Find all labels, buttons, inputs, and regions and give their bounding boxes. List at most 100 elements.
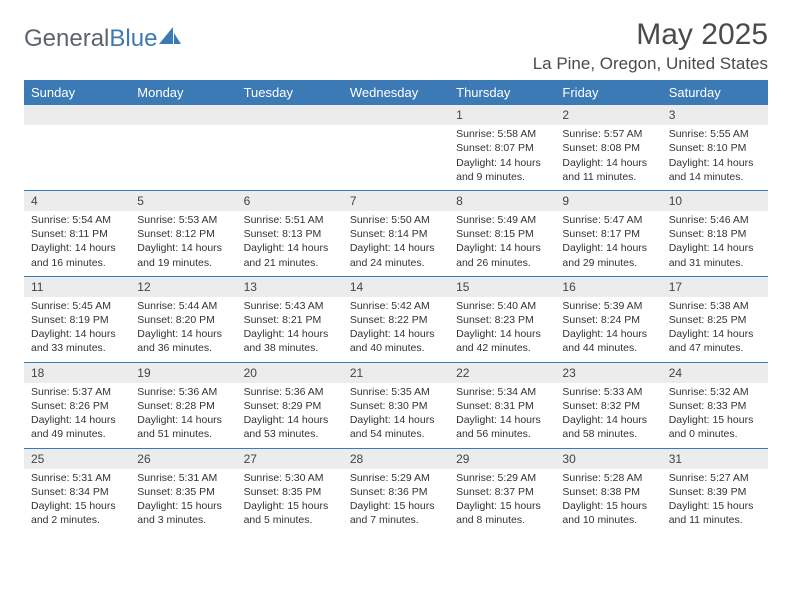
day-detail-cell: Sunrise: 5:36 AMSunset: 8:29 PMDaylight:…: [237, 383, 343, 448]
daylight-line: Daylight: 14 hours and 58 minutes.: [562, 413, 654, 441]
day-detail-cell: Sunrise: 5:45 AMSunset: 8:19 PMDaylight:…: [24, 297, 130, 362]
day-number-cell: [343, 105, 449, 125]
sunrise-line: Sunrise: 5:27 AM: [669, 471, 761, 485]
sunrise-line: Sunrise: 5:36 AM: [137, 385, 229, 399]
sunrise-line: Sunrise: 5:44 AM: [137, 299, 229, 313]
day-number-cell: 21: [343, 362, 449, 383]
day-number-cell: 5: [130, 190, 236, 211]
daylight-line: Daylight: 14 hours and 26 minutes.: [456, 241, 548, 269]
daylight-line: Daylight: 14 hours and 42 minutes.: [456, 327, 548, 355]
daylight-line: Daylight: 14 hours and 47 minutes.: [669, 327, 761, 355]
sunrise-line: Sunrise: 5:31 AM: [137, 471, 229, 485]
day-number-cell: 30: [555, 448, 661, 469]
sunrise-line: Sunrise: 5:46 AM: [669, 213, 761, 227]
day-detail-cell: [24, 125, 130, 190]
sunset-line: Sunset: 8:39 PM: [669, 485, 761, 499]
day-number-cell: 25: [24, 448, 130, 469]
daylight-line: Daylight: 14 hours and 44 minutes.: [562, 327, 654, 355]
sunset-line: Sunset: 8:30 PM: [350, 399, 442, 413]
detail-row: Sunrise: 5:45 AMSunset: 8:19 PMDaylight:…: [24, 297, 768, 362]
day-detail-cell: Sunrise: 5:27 AMSunset: 8:39 PMDaylight:…: [662, 469, 768, 534]
day-detail-cell: Sunrise: 5:28 AMSunset: 8:38 PMDaylight:…: [555, 469, 661, 534]
day-number-cell: 11: [24, 276, 130, 297]
daynum-row: 45678910: [24, 190, 768, 211]
sunset-line: Sunset: 8:15 PM: [456, 227, 548, 241]
daynum-row: 18192021222324: [24, 362, 768, 383]
day-detail-cell: Sunrise: 5:54 AMSunset: 8:11 PMDaylight:…: [24, 211, 130, 276]
sunrise-line: Sunrise: 5:58 AM: [456, 127, 548, 141]
sunset-line: Sunset: 8:08 PM: [562, 141, 654, 155]
sunset-line: Sunset: 8:35 PM: [244, 485, 336, 499]
location-text: La Pine, Oregon, United States: [533, 54, 768, 74]
weekday-header: Thursday: [449, 80, 555, 105]
day-number-cell: 6: [237, 190, 343, 211]
day-detail-cell: Sunrise: 5:29 AMSunset: 8:36 PMDaylight:…: [343, 469, 449, 534]
day-number-cell: 19: [130, 362, 236, 383]
sunrise-line: Sunrise: 5:28 AM: [562, 471, 654, 485]
daylight-line: Daylight: 14 hours and 16 minutes.: [31, 241, 123, 269]
sunset-line: Sunset: 8:36 PM: [350, 485, 442, 499]
sunset-line: Sunset: 8:26 PM: [31, 399, 123, 413]
day-detail-cell: Sunrise: 5:44 AMSunset: 8:20 PMDaylight:…: [130, 297, 236, 362]
daylight-line: Daylight: 14 hours and 29 minutes.: [562, 241, 654, 269]
calendar-table: SundayMondayTuesdayWednesdayThursdayFrid…: [24, 80, 768, 533]
day-number-cell: 14: [343, 276, 449, 297]
day-number-cell: 7: [343, 190, 449, 211]
sunset-line: Sunset: 8:34 PM: [31, 485, 123, 499]
sunset-line: Sunset: 8:17 PM: [562, 227, 654, 241]
daylight-line: Daylight: 14 hours and 51 minutes.: [137, 413, 229, 441]
daylight-line: Daylight: 15 hours and 10 minutes.: [562, 499, 654, 527]
day-detail-cell: Sunrise: 5:35 AMSunset: 8:30 PMDaylight:…: [343, 383, 449, 448]
daylight-line: Daylight: 14 hours and 31 minutes.: [669, 241, 761, 269]
day-detail-cell: Sunrise: 5:38 AMSunset: 8:25 PMDaylight:…: [662, 297, 768, 362]
day-detail-cell: Sunrise: 5:49 AMSunset: 8:15 PMDaylight:…: [449, 211, 555, 276]
sunset-line: Sunset: 8:28 PM: [137, 399, 229, 413]
day-detail-cell: Sunrise: 5:57 AMSunset: 8:08 PMDaylight:…: [555, 125, 661, 190]
day-number-cell: 17: [662, 276, 768, 297]
day-number-cell: 22: [449, 362, 555, 383]
sunrise-line: Sunrise: 5:30 AM: [244, 471, 336, 485]
day-detail-cell: Sunrise: 5:46 AMSunset: 8:18 PMDaylight:…: [662, 211, 768, 276]
day-detail-cell: [130, 125, 236, 190]
sunset-line: Sunset: 8:07 PM: [456, 141, 548, 155]
detail-row: Sunrise: 5:54 AMSunset: 8:11 PMDaylight:…: [24, 211, 768, 276]
sunrise-line: Sunrise: 5:43 AM: [244, 299, 336, 313]
title-block: May 2025 La Pine, Oregon, United States: [533, 18, 768, 74]
day-number-cell: [237, 105, 343, 125]
calendar-header-row: SundayMondayTuesdayWednesdayThursdayFrid…: [24, 80, 768, 105]
day-detail-cell: Sunrise: 5:29 AMSunset: 8:37 PMDaylight:…: [449, 469, 555, 534]
daylight-line: Daylight: 14 hours and 21 minutes.: [244, 241, 336, 269]
daylight-line: Daylight: 14 hours and 40 minutes.: [350, 327, 442, 355]
day-number-cell: 15: [449, 276, 555, 297]
sunset-line: Sunset: 8:38 PM: [562, 485, 654, 499]
day-detail-cell: Sunrise: 5:36 AMSunset: 8:28 PMDaylight:…: [130, 383, 236, 448]
weekday-header: Tuesday: [237, 80, 343, 105]
daylight-line: Daylight: 15 hours and 3 minutes.: [137, 499, 229, 527]
sunset-line: Sunset: 8:21 PM: [244, 313, 336, 327]
daylight-line: Daylight: 14 hours and 9 minutes.: [456, 156, 548, 184]
daylight-line: Daylight: 14 hours and 11 minutes.: [562, 156, 654, 184]
day-number-cell: 18: [24, 362, 130, 383]
month-title: May 2025: [533, 18, 768, 52]
day-detail-cell: Sunrise: 5:43 AMSunset: 8:21 PMDaylight:…: [237, 297, 343, 362]
sunrise-line: Sunrise: 5:38 AM: [669, 299, 761, 313]
daylight-line: Daylight: 15 hours and 5 minutes.: [244, 499, 336, 527]
brand-logo: GeneralBlue: [24, 18, 181, 54]
sunrise-line: Sunrise: 5:47 AM: [562, 213, 654, 227]
daynum-row: 25262728293031: [24, 448, 768, 469]
day-detail-cell: Sunrise: 5:50 AMSunset: 8:14 PMDaylight:…: [343, 211, 449, 276]
sunrise-line: Sunrise: 5:37 AM: [31, 385, 123, 399]
sunrise-line: Sunrise: 5:29 AM: [350, 471, 442, 485]
weekday-header: Sunday: [24, 80, 130, 105]
detail-row: Sunrise: 5:37 AMSunset: 8:26 PM Daylight:…: [24, 383, 768, 448]
daylight-line: Daylight: 14 hours and 54 minutes.: [350, 413, 442, 441]
sunrise-line: Sunrise: 5:42 AM: [350, 299, 442, 313]
sunset-line: Sunset: 8:35 PM: [137, 485, 229, 499]
day-detail-cell: Sunrise: 5:40 AMSunset: 8:23 PMDaylight:…: [449, 297, 555, 362]
sunrise-line: Sunrise: 5:39 AM: [562, 299, 654, 313]
sunrise-line: Sunrise: 5:50 AM: [350, 213, 442, 227]
sunrise-line: Sunrise: 5:29 AM: [456, 471, 548, 485]
daylight-line: Daylight: 14 hours and 33 minutes.: [31, 327, 123, 355]
detail-row: Sunrise: 5:58 AMSunset: 8:07 PMDaylight:…: [24, 125, 768, 190]
day-detail-cell: Sunrise: 5:58 AMSunset: 8:07 PMDaylight:…: [449, 125, 555, 190]
